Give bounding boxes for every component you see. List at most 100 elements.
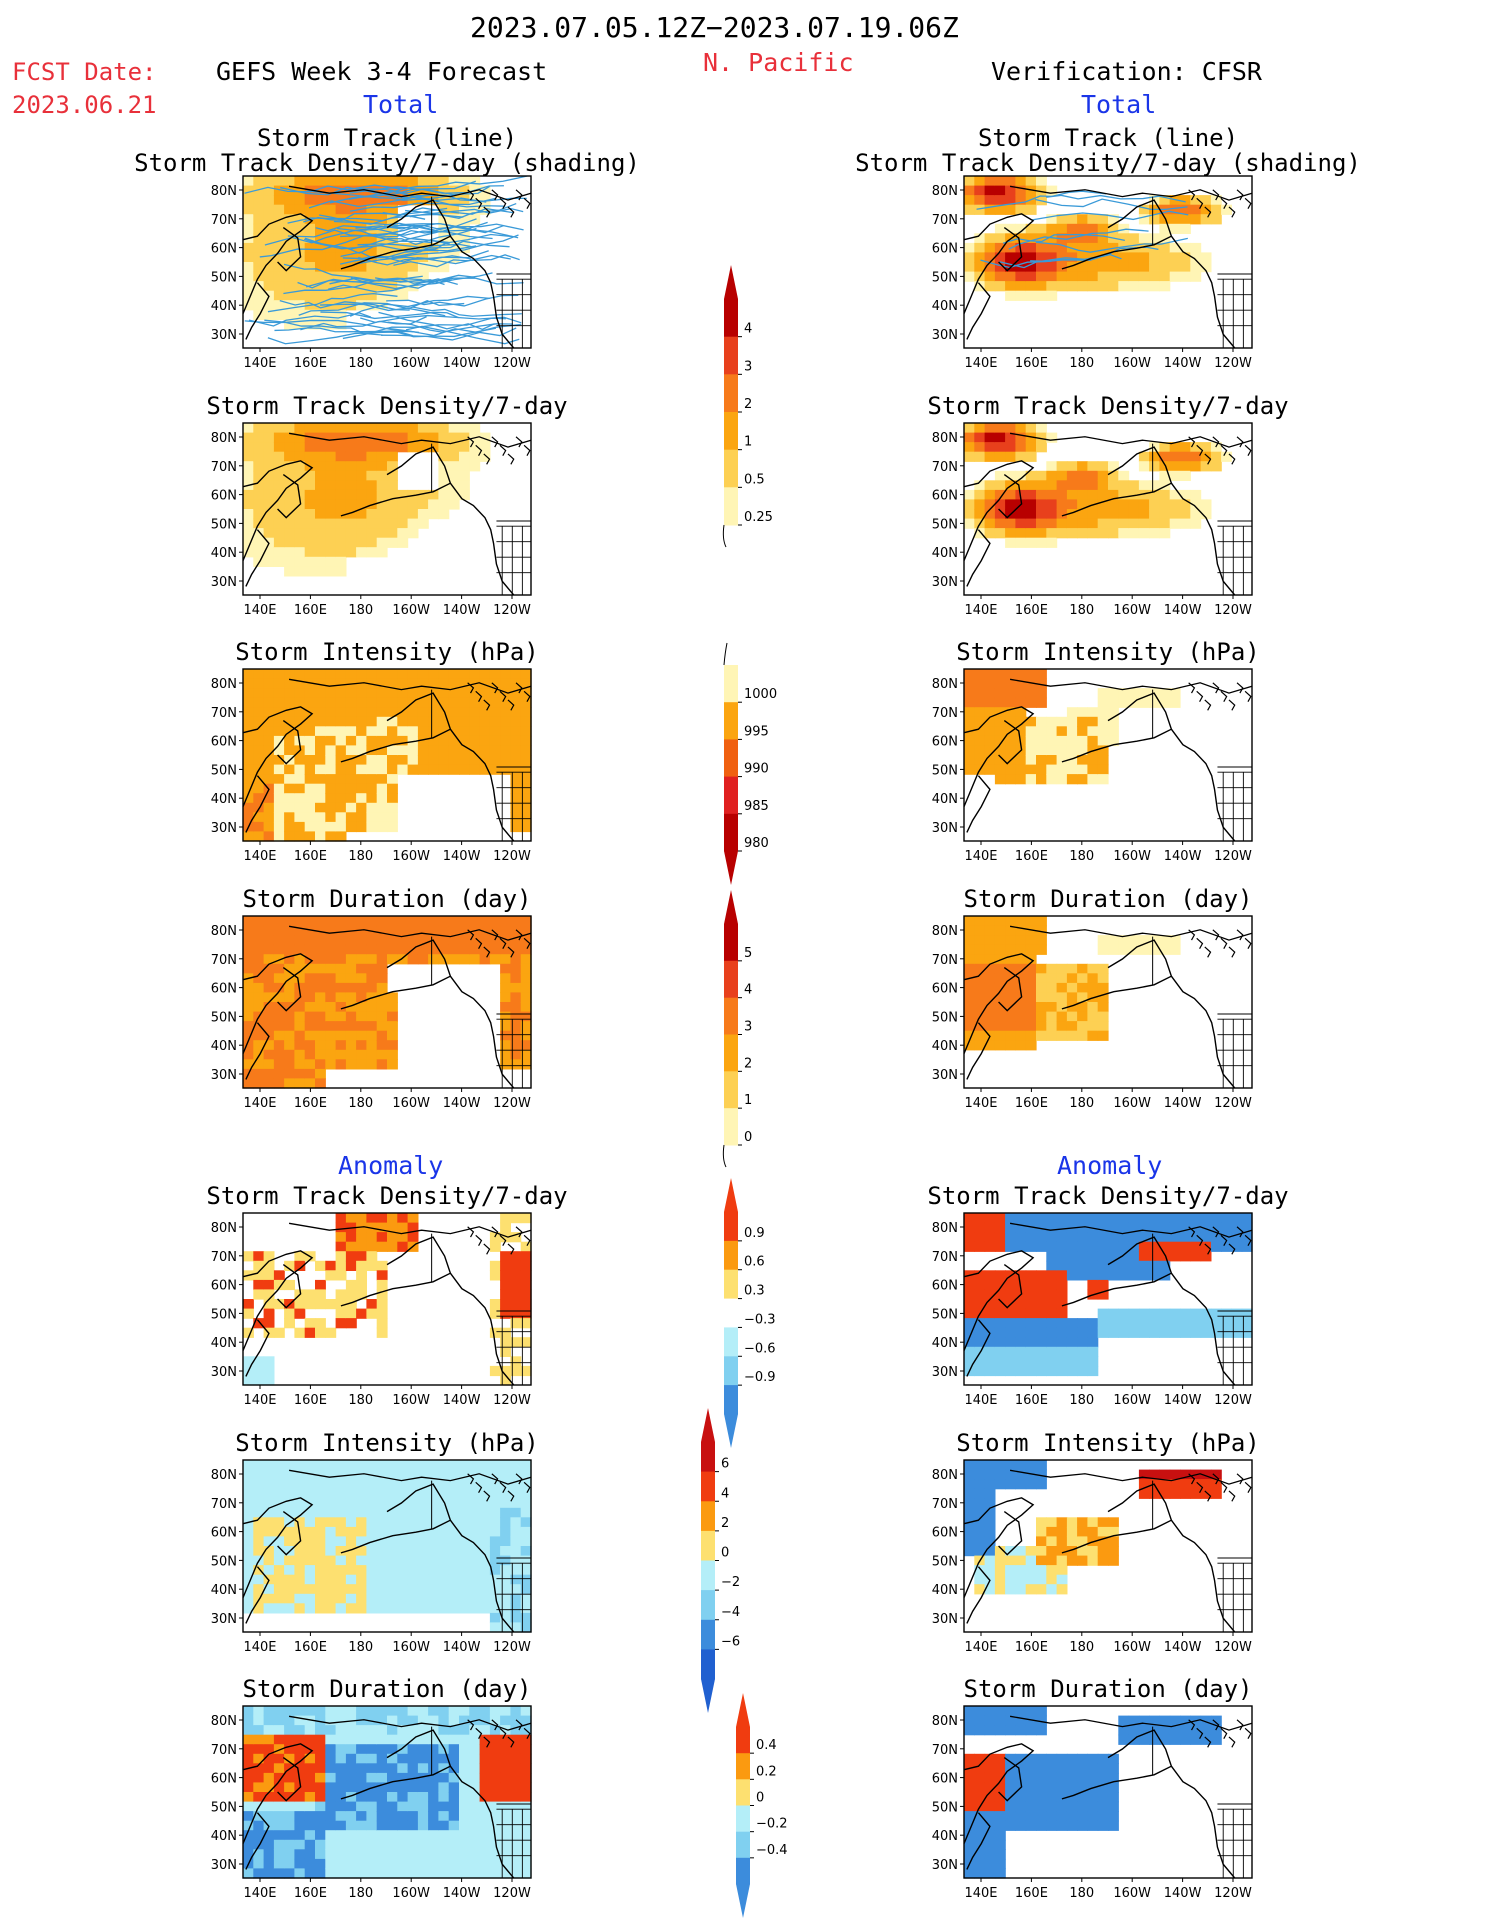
shading-cell (520, 992, 532, 1003)
shading-cell (335, 489, 347, 501)
shading-cell (1118, 1251, 1130, 1262)
shading-cell (489, 1507, 501, 1518)
shading-cell (284, 1059, 295, 1070)
shading-cell (1097, 1241, 1109, 1252)
lat-tick-label: 70N (211, 706, 237, 721)
shading-cell (1077, 242, 1088, 254)
shading-cell (356, 1546, 367, 1557)
shading-cell (315, 423, 326, 434)
shading-cell (304, 262, 316, 273)
shading-cell (335, 461, 347, 472)
shading-cell (1210, 1222, 1222, 1233)
shading-cell (315, 442, 326, 453)
shading-cell (500, 1479, 511, 1490)
shading-cell (1036, 1546, 1047, 1557)
shading-cell (284, 566, 295, 577)
colorbar-swatch (724, 1071, 738, 1109)
shading-cell (315, 992, 326, 1003)
shading-cell (500, 1375, 511, 1386)
shading-cell (1118, 1725, 1130, 1736)
shading-cell (243, 195, 254, 206)
shading-cell (1108, 707, 1119, 718)
shading-cell (315, 1744, 326, 1755)
shading-cell (510, 678, 522, 689)
lat-tick-label: 70N (932, 706, 958, 721)
lat-tick-label: 50N (211, 517, 237, 532)
shading-cell (974, 735, 986, 747)
shading-cell (304, 1507, 316, 1518)
shading-cell (479, 954, 491, 965)
shading-cell (376, 793, 388, 804)
shading-cell (500, 1251, 511, 1262)
shading-cell (397, 1830, 409, 1841)
shading-cell (489, 1603, 501, 1614)
shading-cell (263, 1469, 275, 1480)
shading-cell (387, 1222, 398, 1233)
shading-cell (345, 783, 357, 794)
coastline (449, 235, 515, 349)
shading-cell (448, 707, 460, 718)
shading-cell (964, 499, 975, 510)
shading-cell (994, 252, 1006, 263)
shading-cell (387, 262, 398, 273)
shading-cell (366, 1868, 378, 1879)
shading-cell (994, 1337, 1006, 1348)
shading-cell (1118, 509, 1130, 520)
shading-cell (1025, 1232, 1037, 1243)
shading-cell (428, 954, 439, 965)
shading-cell (1200, 252, 1212, 263)
shading-cell (243, 489, 254, 501)
lat-tick-label: 80N (932, 1468, 958, 1483)
lat-tick-label: 40N (211, 299, 237, 314)
shading-cell (489, 1772, 501, 1784)
shading-cell (1097, 973, 1109, 984)
shading-cell (459, 1849, 470, 1860)
shading-cell (1015, 1811, 1027, 1822)
shading-cell (304, 1565, 316, 1576)
shading-cell (459, 461, 470, 472)
shading-cell (284, 214, 295, 225)
shading-cell (1005, 223, 1016, 234)
shading-cell (273, 233, 285, 244)
shading-cell (469, 1782, 481, 1793)
colorbar-tail (722, 524, 727, 548)
shading-cell (294, 1868, 306, 1879)
shading-cell (520, 1213, 532, 1224)
shading-cell (1077, 982, 1088, 994)
shading-cell (315, 1498, 326, 1509)
shading-cell (345, 1308, 357, 1319)
shading-cell (1108, 271, 1119, 282)
shading-cell (1005, 745, 1016, 756)
shading-cell (510, 916, 522, 927)
shading-cell (510, 1565, 522, 1576)
shading-cell (1046, 252, 1058, 263)
shading-cell (304, 735, 316, 747)
coastline (475, 690, 483, 702)
shading-cell (1036, 1327, 1047, 1338)
shading-cell (356, 1584, 367, 1595)
shading-cell (510, 1744, 522, 1755)
shading-cell (243, 1536, 254, 1547)
coastline (1228, 1243, 1236, 1255)
storm-track-line (392, 234, 519, 259)
shading-cell (1066, 982, 1078, 994)
shading-cell (273, 735, 285, 747)
shading-cell (510, 1725, 522, 1736)
shading-cell (294, 1830, 306, 1841)
shading-cell (500, 1820, 511, 1831)
shading-cell (356, 697, 367, 708)
shading-cell (974, 1356, 986, 1367)
shading-cell (984, 1337, 996, 1348)
shading-cell (984, 735, 996, 747)
coastline (340, 199, 452, 270)
shading-cell (1066, 1365, 1078, 1377)
coastline (998, 1264, 1023, 1309)
shading-cell (345, 1241, 357, 1252)
shading-cell (387, 1021, 398, 1032)
shading-cell (448, 1801, 460, 1812)
shading-cell (397, 954, 409, 965)
shading-cell (500, 1782, 511, 1793)
shading-cell (964, 1801, 975, 1812)
shading-cell (1169, 470, 1181, 481)
shading-cell (1169, 223, 1181, 234)
